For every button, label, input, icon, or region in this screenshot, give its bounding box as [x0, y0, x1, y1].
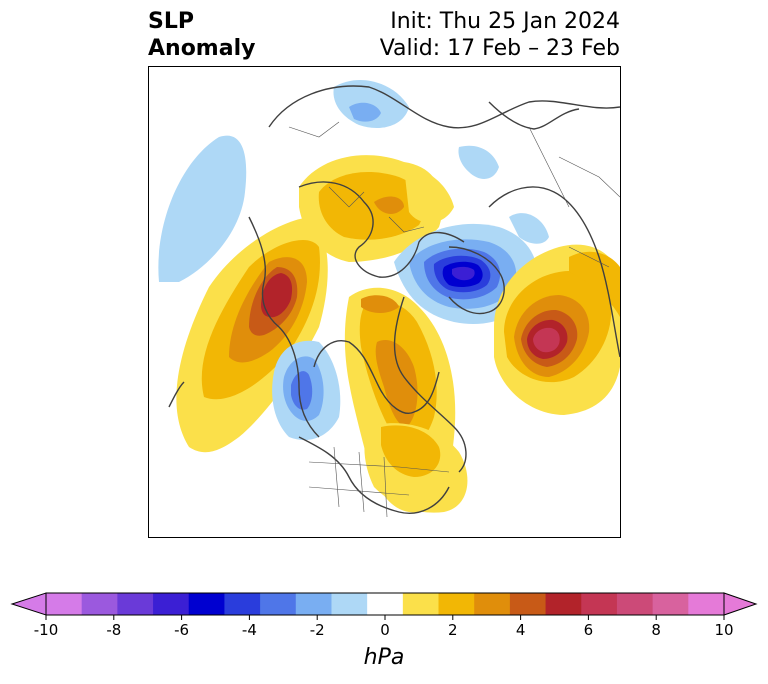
colorbar-extend-min: [10, 592, 47, 616]
title-variable: SLP: [148, 9, 194, 34]
colorbar-swatch: [117, 593, 154, 615]
colorbar-tick-label: -8: [106, 621, 121, 639]
colorbar-svg: -10 -8 -6 -4 -2 0 2 4 6 8 10: [10, 592, 758, 639]
colorbar-tick-label: -10: [34, 621, 59, 639]
colorbar-swatch: [616, 593, 654, 615]
neg-anomaly-greenland: [333, 79, 409, 128]
colorbar-swatch: [581, 593, 618, 615]
colorbar-swatch: [402, 593, 440, 615]
colorbar-swatch: [224, 593, 261, 615]
colorbar-extend-max: [723, 592, 758, 616]
valid-range: Valid: 17 Feb – 23 Feb: [379, 36, 620, 61]
country-borders: [288, 121, 620, 518]
init-date: Init: Thu 25 Jan 2024: [390, 9, 620, 34]
colorbar-tick-label: -2: [310, 621, 325, 639]
colorbar-swatch: [438, 593, 475, 615]
colorbar-tick-label: 4: [516, 621, 526, 639]
colorbar-swatch: [367, 593, 404, 615]
colorbar-tick-label: -6: [174, 621, 189, 639]
colorbar-tick-label: 10: [714, 621, 733, 639]
coastlines: [168, 85, 620, 514]
colorbar-swatch: [153, 593, 190, 615]
pos-anomaly-siberia: [494, 244, 620, 415]
pos-anomaly-arctic: [299, 155, 454, 262]
pos-anomaly-canada: [344, 287, 468, 513]
colorbar-tick-label: 8: [651, 621, 661, 639]
forecast-dates: Init: Thu 25 Jan 2024 Valid: 17 Feb – 23…: [380, 8, 620, 62]
colorbar: -10 -8 -6 -4 -2 0 2 4 6 8 10: [10, 590, 758, 646]
pos-anomaly-north-atlantic: [176, 217, 328, 453]
anomaly-map: [148, 66, 621, 538]
colorbar-swatch: [81, 593, 118, 615]
neg-anomaly-west-atlantic: [158, 135, 247, 282]
title-type: Anomaly: [148, 36, 256, 61]
colorbar-tick-label: 2: [448, 621, 458, 639]
colorbar-swatch: [188, 593, 225, 615]
colorbar-swatch: [545, 593, 582, 615]
colorbar-tick-label: -4: [242, 621, 257, 639]
neg-anomaly-alaska: [272, 340, 341, 441]
colorbar-swatch: [474, 593, 511, 615]
colorbar-swatch: [509, 593, 547, 615]
colorbar-swatch: [688, 593, 725, 615]
colorbar-tick-label: 6: [584, 621, 594, 639]
colorbar-swatch: [331, 593, 368, 615]
colorbar-swatch: [652, 593, 689, 615]
map-canvas: [149, 67, 620, 537]
colorbar-swatch: [260, 593, 297, 615]
colorbar-swatch: [295, 593, 332, 615]
map-title: SLP Anomaly: [148, 8, 255, 62]
colorbar-swatch: [46, 593, 83, 615]
colorbar-unit: hPa: [363, 645, 405, 670]
colorbar-tick-label: 0: [380, 621, 390, 639]
